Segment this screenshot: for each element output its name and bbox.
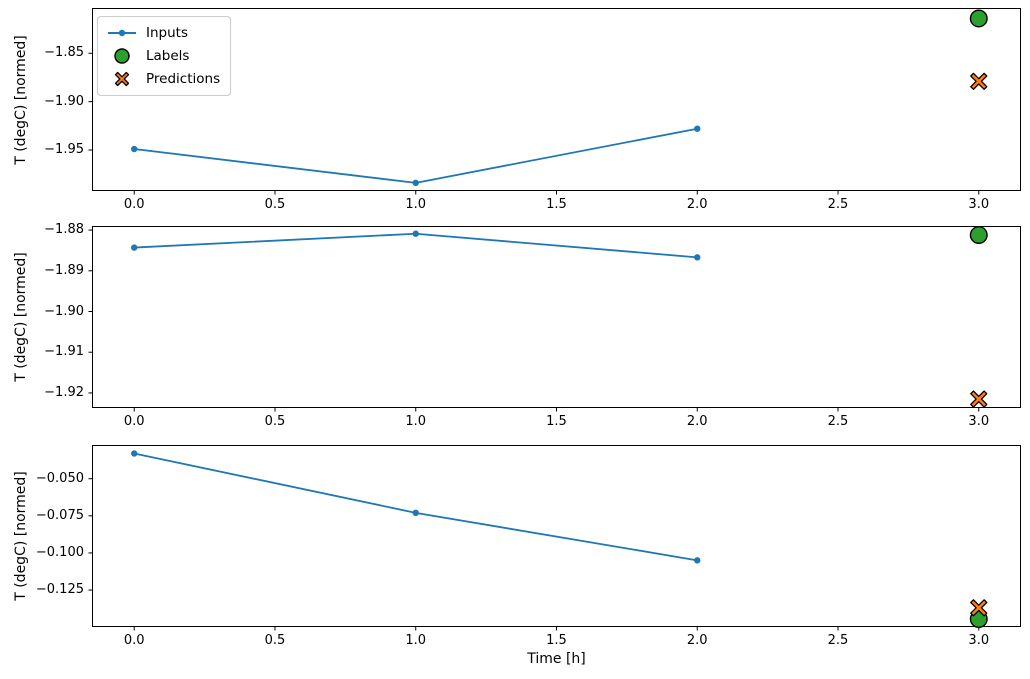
input-point [412,230,419,237]
legend-item-inputs: Inputs [107,23,220,43]
y-tick-label: −1.90 [44,93,84,109]
labels-circle-marker-icon [114,48,130,64]
predictions-x-marker-icon [114,71,130,87]
inputs-line-marker-icon [108,29,136,37]
y-tick-label: −1.91 [44,344,84,360]
y-tick-label: −0.075 [35,507,84,523]
x-tick-label: 1.0 [405,197,427,212]
x-tick-label: 1.5 [546,633,567,648]
input-point [694,254,701,261]
plot-area [88,225,1021,412]
inputs-line [134,452,698,562]
x-tick-label: 0.0 [123,414,145,429]
input-point [694,557,701,564]
input-point [131,450,138,457]
inputs-line [134,127,698,184]
y-tick-label: −0.050 [35,470,84,486]
plot-border [92,445,1021,627]
legend-label-predictions: Predictions [146,71,221,87]
predictions-point [970,599,988,617]
plot-area [88,8,1021,195]
x-tick-label: 1.5 [546,414,567,429]
x-tick-label: 2.0 [686,633,708,648]
y-tick-label: −1.89 [44,262,84,278]
x-axis-label: Time [h] [527,651,586,667]
y-tick-label: −1.92 [44,384,84,400]
labels-point [969,225,988,244]
x-tick-label: 1.0 [405,633,427,648]
x-tick-label: 3.0 [968,197,990,212]
y-tick-label: −1.88 [44,222,84,238]
input-point [131,145,138,153]
y-tick-label: −1.90 [44,303,84,319]
input-point [412,179,419,187]
x-tick-label: 0.5 [264,414,286,429]
y-tick-label: −1.85 [44,45,84,61]
x-tick-label: 0.0 [123,633,145,648]
x-tick-label: 2.5 [827,197,849,212]
predictions-point [970,390,988,408]
x-tick-label: 2.0 [686,414,708,429]
x-tick-label: 2.5 [827,633,849,648]
x-tick-label: 2.0 [686,197,708,212]
input-point [694,125,701,132]
legend-label-labels: Labels [146,48,190,64]
x-tick-label: 1.0 [405,414,427,429]
legend-item-labels: Labels [107,46,220,66]
x-tick-label: 0.0 [123,197,145,212]
input-point [131,244,138,251]
x-tick-label: 0.5 [264,633,286,648]
inputs-line [134,232,698,259]
x-tick-label: 3.0 [968,414,990,429]
legend: Inputs Labels Predictions [97,16,232,96]
y-tick-label: −0.125 [35,582,84,598]
y-tick-label: −1.95 [44,141,84,157]
x-tick-label: 3.0 [968,633,990,648]
x-tick-label: 2.5 [827,414,849,429]
input-point [412,509,419,517]
predictions-point [970,72,988,90]
legend-item-predictions: Predictions [107,69,220,89]
plot-border [92,226,1021,408]
legend-label-inputs: Inputs [146,25,188,41]
x-tick-label: 1.5 [546,197,567,212]
x-tick-label: 0.5 [264,197,286,212]
labels-point [969,9,988,28]
y-tick-label: −0.100 [35,544,84,560]
plot-area [88,445,1021,631]
plot-border [92,8,1021,191]
